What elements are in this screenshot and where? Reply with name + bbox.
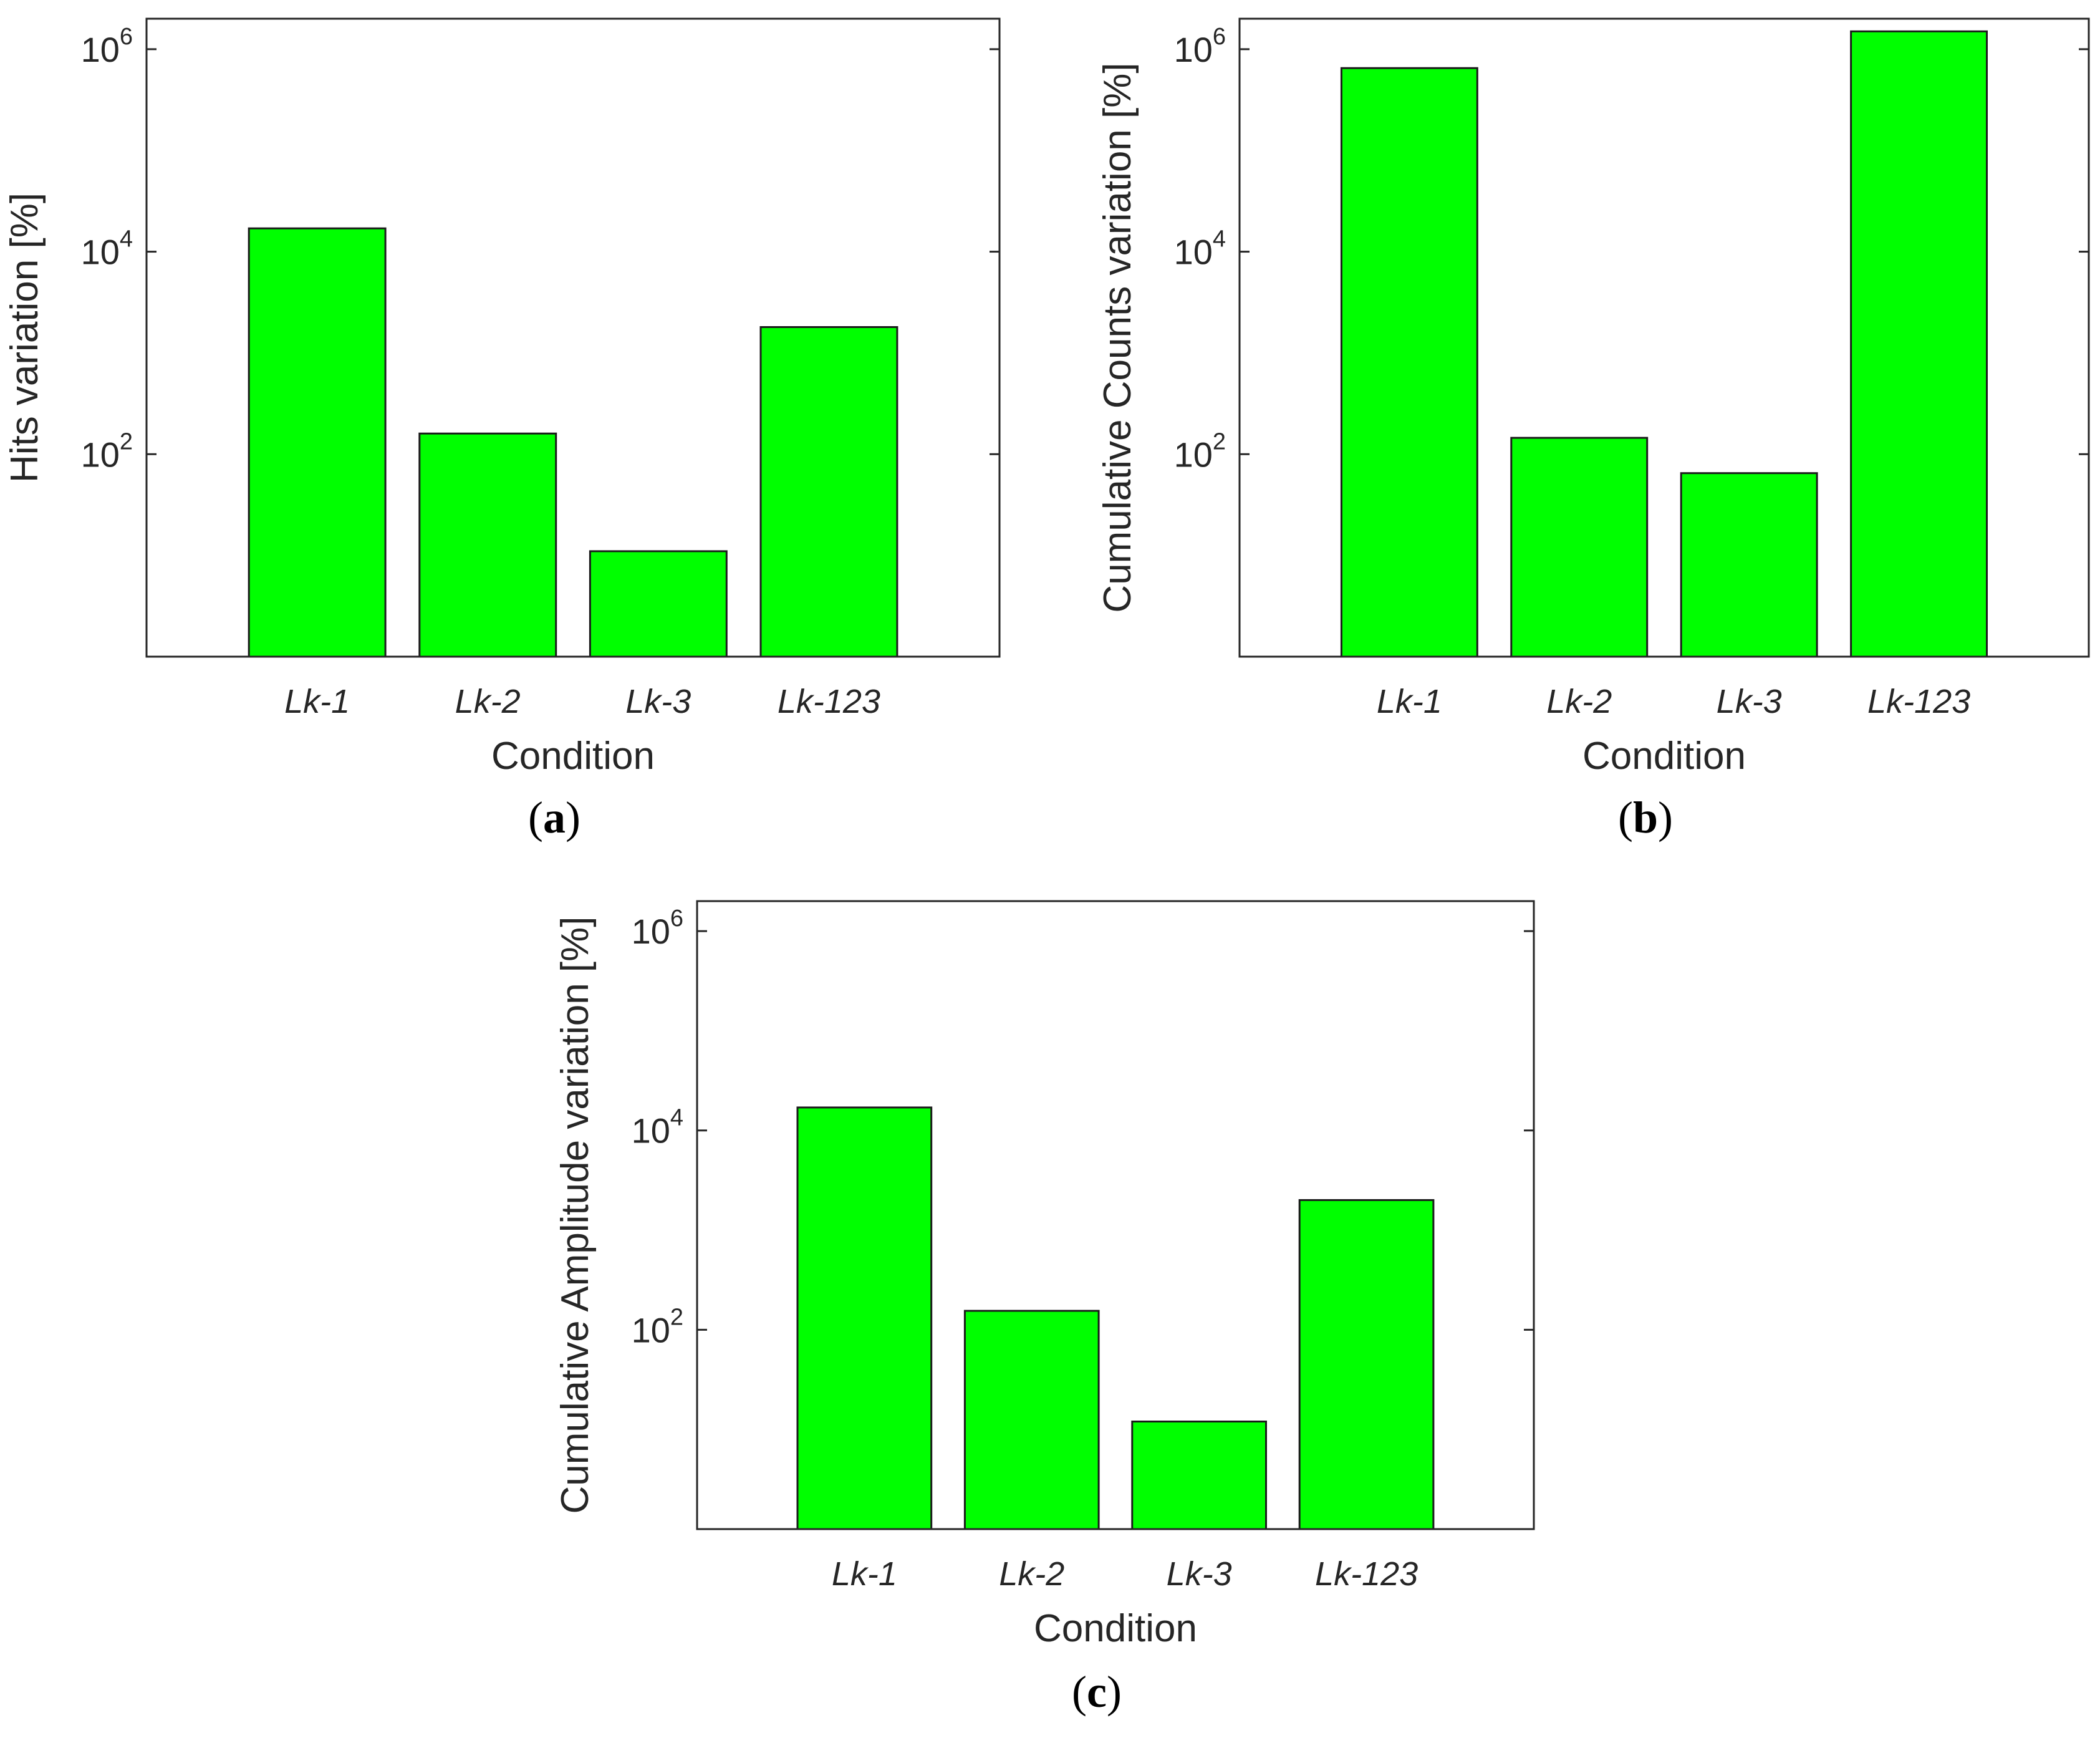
y-tick-label: 102 [632,1304,683,1349]
bar-lk-123 [1298,1199,1435,1530]
y-axis-label: Cumulative Counts variation [%] [1096,62,1139,612]
y-tick-label: 102 [81,428,133,474]
panel-label: (c) [1072,1667,1122,1717]
x-tick-label-lk-2: Lk-2 [1546,683,1612,720]
bar-lk-1 [248,227,387,658]
x-tick-label-lk-2: Lk-2 [455,683,521,720]
bar-lk-1 [1340,67,1478,658]
x-tick-label-lk-3: Lk-3 [1167,1555,1232,1593]
panel-b: Lk-1 Lk-2 Lk-3 Lk-123 102 104 106 Condition Cumu… [1096,17,2090,843]
x-axis-label: Condition [491,735,655,778]
y-tick-label: 104 [1174,226,1226,272]
y-tick-label: 106 [1174,24,1226,69]
x-tick-label-lk-123: Lk-123 [778,683,880,720]
x-axis-label: Condition [1582,735,1746,778]
y-tick-label: 104 [81,226,133,272]
panel-c: Lk-1 Lk-2 Lk-3 Lk-123 102 104 106 Condition Cumu… [554,900,1535,1717]
x-axis-label: Condition [1034,1607,1197,1650]
y-tick-label: 106 [81,24,133,69]
x-tick-label-lk-2: Lk-2 [999,1555,1064,1593]
bar-lk-123 [1850,30,1988,658]
x-tick-label-lk-3: Lk-3 [1717,683,1782,720]
panel-label: (a) [528,793,580,843]
x-tick-label-lk-123: Lk-123 [1867,683,1970,720]
panel-a: Lk-1 Lk-2 Lk-3 Lk-123 102 104 106 Condition Hits… [3,17,1001,843]
panel-label: (b) [1618,793,1673,843]
bar-lk-123 [759,326,898,658]
bar-lk-3 [1131,1421,1268,1530]
bar-lk-1 [796,1106,933,1530]
y-axis-label: Cumulative Amplitude variation [%] [554,916,597,1514]
x-tick-label-lk-1: Lk-1 [1377,683,1442,720]
bar-lk-2 [1510,437,1649,658]
x-tick-label-lk-3: Lk-3 [625,683,691,720]
bar-lk-3 [1680,472,1818,658]
bar-lk-2 [963,1310,1100,1530]
y-tick-label: 104 [632,1105,683,1151]
y-axis-label: Hits variation [%] [3,193,46,483]
y-tick-label: 106 [632,905,683,951]
y-tick-label: 102 [1174,428,1226,474]
axes-box [696,900,1535,1530]
x-tick-label-lk-1: Lk-1 [284,683,350,720]
bar-lk-2 [418,432,557,658]
x-tick-label-lk-1: Lk-1 [832,1555,897,1593]
x-tick-label-lk-123: Lk-123 [1315,1555,1418,1593]
axes-box [1238,17,2090,658]
bar-lk-3 [589,550,728,658]
axes-box [145,17,1001,658]
